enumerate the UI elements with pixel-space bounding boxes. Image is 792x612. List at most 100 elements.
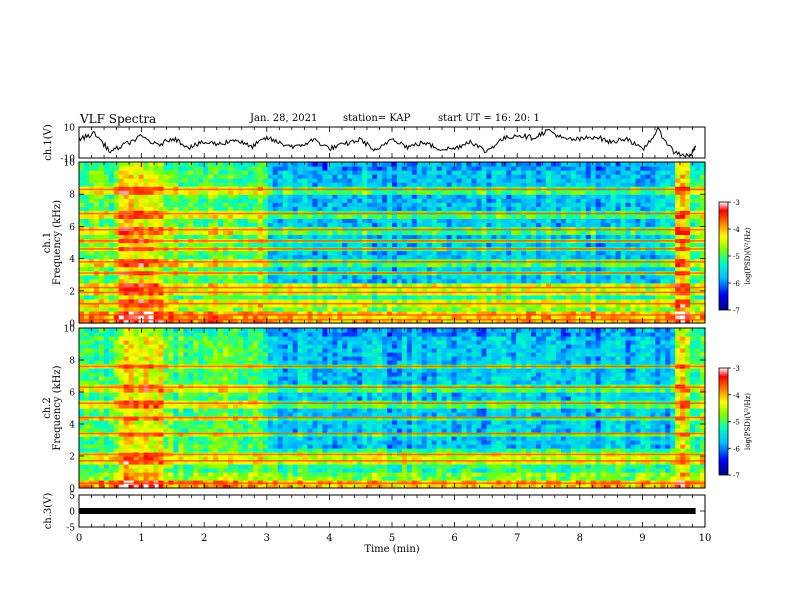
spectrogram-cell bbox=[272, 162, 279, 167]
spectrogram-cell bbox=[436, 314, 443, 320]
spectrogram-cell bbox=[237, 310, 244, 316]
spectrogram-cell bbox=[426, 226, 433, 232]
spectrogram-cell bbox=[555, 254, 562, 260]
spectrogram-cell bbox=[486, 178, 492, 183]
spectrogram-cell bbox=[536, 190, 542, 195]
spectrogram-cell bbox=[685, 294, 691, 300]
spectrogram-cell bbox=[138, 302, 145, 308]
spectrogram-cell bbox=[685, 286, 691, 292]
spectrogram-cell bbox=[223, 278, 229, 284]
spectrogram-cell bbox=[625, 262, 632, 268]
spectrogram-cell bbox=[555, 234, 562, 240]
spectrogram-cell bbox=[133, 286, 140, 292]
spectrogram-cell bbox=[297, 314, 304, 320]
spectrogram-cell bbox=[456, 182, 463, 187]
spectrogram-cell bbox=[600, 162, 607, 167]
spectrogram-cell bbox=[491, 210, 497, 215]
spectrogram-cell bbox=[625, 214, 632, 219]
spectrogram-cell bbox=[665, 218, 671, 223]
spectrogram-cell bbox=[317, 170, 324, 175]
spectrogram-cell bbox=[347, 178, 353, 183]
spectrogram-cell bbox=[466, 318, 473, 324]
spectrogram-cell bbox=[287, 230, 294, 236]
spectrogram-cell bbox=[585, 258, 592, 264]
spectrogram-cell bbox=[456, 214, 463, 219]
spectrogram-cell bbox=[531, 314, 537, 320]
spectrogram-cell bbox=[302, 178, 309, 183]
spectrogram-cell bbox=[401, 230, 408, 236]
spectrogram-cell bbox=[272, 258, 279, 264]
spectrogram-cell bbox=[531, 310, 537, 316]
spectrogram-cell bbox=[541, 302, 547, 308]
spectrogram-cell bbox=[625, 194, 632, 199]
spectrogram-cell bbox=[307, 286, 314, 292]
spectrogram-cell bbox=[168, 182, 174, 187]
spectrogram-cell bbox=[203, 214, 209, 219]
spectrogram-cell bbox=[685, 254, 691, 260]
spectrogram-cell bbox=[466, 178, 473, 183]
spectrogram-cell bbox=[327, 174, 333, 179]
spectrogram-cell bbox=[600, 214, 607, 219]
spectrogram-cell bbox=[665, 302, 671, 308]
spectrogram-cell bbox=[382, 166, 388, 171]
spectrogram-cell bbox=[143, 294, 150, 300]
spectrogram-cell bbox=[521, 206, 527, 211]
spectrogram-cell bbox=[461, 310, 468, 316]
spectrogram-cell bbox=[262, 234, 269, 240]
spectrogram-cell bbox=[546, 214, 552, 219]
spectrogram-cell bbox=[242, 206, 249, 211]
spectrogram-cell bbox=[193, 266, 199, 272]
spectrogram-cell bbox=[302, 202, 309, 207]
spectrogram-cell bbox=[218, 318, 224, 324]
spectrogram-cell bbox=[79, 306, 85, 312]
spectrogram-cell bbox=[377, 262, 383, 268]
spectrogram-cell bbox=[580, 286, 587, 292]
spectrogram-cell bbox=[88, 306, 95, 312]
spectrogram-cell bbox=[392, 258, 398, 264]
spectrogram-cell bbox=[665, 298, 671, 304]
spectrogram-cell bbox=[531, 294, 537, 300]
spectrogram-cell bbox=[123, 202, 130, 207]
spectrogram-cell bbox=[585, 254, 592, 260]
spectrogram-cell bbox=[600, 210, 607, 215]
spectrogram-cell bbox=[680, 190, 686, 195]
spectrogram-cell bbox=[585, 198, 592, 203]
spectrogram-cell bbox=[431, 178, 438, 183]
spectrogram-cell bbox=[615, 318, 622, 324]
spectrogram-cell bbox=[79, 278, 85, 284]
spectrogram-cell bbox=[680, 218, 686, 223]
spectrogram-cell bbox=[332, 302, 338, 308]
spectrogram-cell bbox=[685, 190, 691, 195]
spectrogram-cell bbox=[178, 310, 184, 316]
spectrogram-cell bbox=[153, 186, 160, 191]
spectrogram-cell bbox=[118, 202, 125, 207]
spectrogram-cell bbox=[506, 214, 512, 219]
spectrogram-cell bbox=[352, 214, 358, 219]
spectrogram-cell bbox=[446, 262, 453, 268]
spectrogram-cell bbox=[620, 278, 627, 284]
spectrogram-cell bbox=[486, 230, 492, 236]
spectrogram-cell bbox=[168, 318, 174, 324]
spectrogram-cell bbox=[297, 298, 304, 304]
spectrogram-cell bbox=[640, 222, 646, 228]
spectrogram-cell bbox=[133, 210, 140, 215]
spectrogram-cell bbox=[635, 162, 642, 167]
spectrogram-cell bbox=[233, 250, 239, 256]
spectrogram-cell bbox=[128, 302, 135, 308]
spectrogram-cell bbox=[252, 306, 259, 312]
spectrogram-cell bbox=[600, 282, 607, 288]
spectrogram-cell bbox=[297, 214, 304, 219]
spectrogram-cell bbox=[610, 250, 617, 256]
spectrogram-cell bbox=[302, 254, 309, 260]
spectrogram-cell bbox=[317, 282, 324, 288]
spectrogram-cell bbox=[322, 294, 329, 300]
spectrogram-cell bbox=[665, 198, 671, 203]
spectrogram-cell bbox=[392, 182, 398, 187]
spectrogram-cell bbox=[382, 306, 388, 312]
spectrogram-cell bbox=[416, 222, 423, 228]
spectrogram-cell bbox=[218, 306, 224, 312]
spectrogram-cell bbox=[198, 182, 204, 187]
spectrogram-cell bbox=[630, 250, 637, 256]
spectrogram-cell bbox=[163, 306, 170, 312]
spectrogram-cell bbox=[411, 206, 418, 211]
